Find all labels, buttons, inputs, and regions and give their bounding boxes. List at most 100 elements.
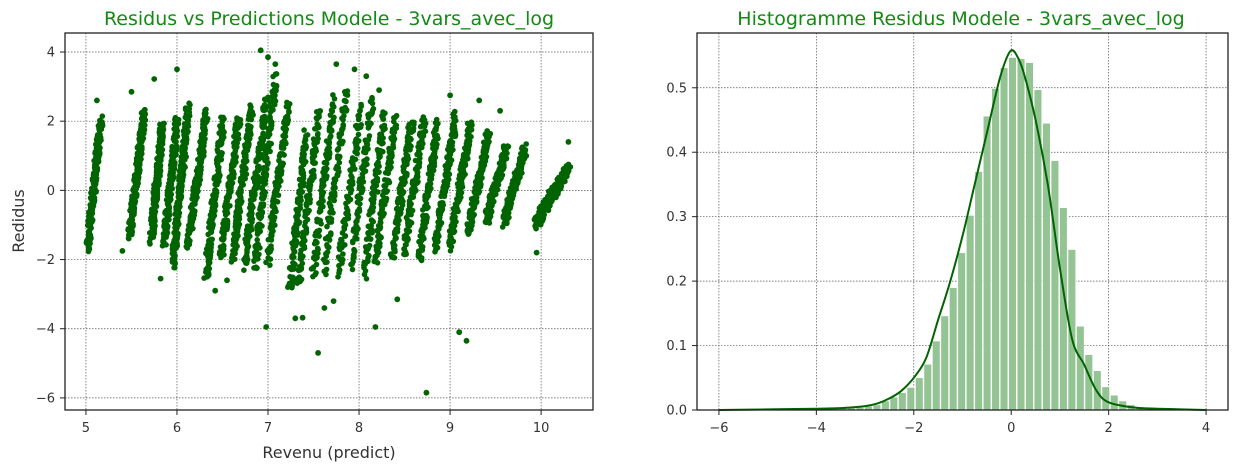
scatter-point	[174, 200, 180, 207]
scatter-point	[336, 168, 342, 175]
scatter-point	[373, 243, 380, 250]
scatter-point	[293, 239, 299, 245]
scatter-point	[183, 137, 190, 144]
scatter-point	[294, 232, 301, 238]
scatter-point	[258, 145, 264, 151]
scatter-point	[476, 97, 483, 104]
scatter-point	[187, 213, 194, 219]
histogram-bar	[999, 67, 1009, 411]
scatter-point	[483, 153, 490, 160]
scatter-point	[296, 190, 302, 196]
scatter-point	[294, 280, 301, 287]
kde-curve	[718, 49, 1207, 411]
histogram-bar	[991, 88, 1000, 411]
scatter-point	[296, 206, 302, 212]
scatter-point	[284, 119, 291, 126]
scatter-point	[151, 76, 158, 82]
scatter-point	[339, 239, 345, 246]
scatter-point	[358, 176, 365, 183]
scatter-point	[368, 227, 374, 234]
scatter-point	[268, 140, 275, 147]
scatter-y-tick-label: −6	[36, 391, 55, 406]
scatter-point	[203, 269, 209, 275]
scatter-point	[313, 270, 319, 276]
scatter-point	[126, 218, 133, 224]
scatter-point	[186, 224, 193, 231]
scatter-point	[416, 159, 423, 166]
scatter-point	[216, 130, 222, 136]
scatter-point	[97, 131, 103, 138]
scatter-point	[463, 337, 470, 344]
scatter-point	[242, 157, 249, 164]
scatter-point	[241, 267, 247, 274]
scatter-point	[403, 151, 409, 157]
histogram-x-tick-label: −2	[904, 421, 923, 436]
scatter-point	[278, 178, 284, 184]
scatter-point	[384, 177, 391, 183]
scatter-point	[272, 197, 278, 204]
scatter-point	[446, 153, 453, 159]
histogram-x-tick-label: 0	[1007, 421, 1015, 436]
histogram-y-tick-label: 0.3	[666, 210, 687, 225]
scatter-point	[336, 270, 342, 276]
scatter-point	[375, 189, 381, 195]
scatter-point	[367, 236, 374, 242]
scatter-point	[125, 235, 132, 241]
scatter-point	[439, 200, 446, 206]
scatter-point	[187, 238, 193, 244]
scatter-point	[314, 229, 321, 235]
scatter-point	[202, 107, 208, 114]
scatter-point	[220, 114, 226, 121]
scatter-point	[299, 314, 306, 321]
scatter-point	[356, 113, 363, 119]
scatter-point	[310, 254, 317, 261]
scatter-point	[380, 116, 387, 122]
scatter-point	[258, 201, 265, 207]
scatter-point	[502, 144, 508, 151]
scatter-point	[392, 236, 399, 242]
scatter-point	[374, 166, 380, 172]
scatter-point	[355, 193, 361, 199]
scatter-point	[201, 113, 208, 119]
scatter-point	[315, 130, 321, 137]
scatter-point	[306, 178, 313, 185]
scatter-point	[183, 154, 189, 160]
scatter-point	[209, 224, 216, 231]
scatter-point	[259, 223, 265, 229]
scatter-point	[419, 137, 425, 144]
scatter-y-tick-label: −2	[36, 253, 55, 268]
scatter-point	[325, 145, 331, 152]
scatter-point	[342, 89, 348, 95]
scatter-point	[317, 108, 323, 115]
scatter-point	[394, 296, 401, 303]
scatter-point	[375, 159, 381, 165]
scatter-point	[323, 266, 330, 273]
scatter-point	[406, 205, 413, 212]
histogram-bar	[889, 396, 898, 411]
scatter-title: Residus vs Predictions Modele - 3vars_av…	[104, 8, 554, 30]
scatter-point	[361, 146, 368, 152]
scatter-point	[301, 127, 307, 133]
scatter-point	[403, 241, 409, 248]
scatter-point	[346, 179, 353, 185]
scatter-point	[520, 151, 526, 158]
scatter-point	[256, 164, 262, 170]
scatter-point	[265, 54, 271, 61]
scatter-point	[304, 132, 311, 138]
scatter-point	[313, 148, 320, 154]
scatter-point	[355, 214, 362, 220]
scatter-point	[247, 102, 253, 108]
scatter-point	[327, 134, 333, 141]
scatter-point	[298, 247, 304, 254]
scatter-point	[341, 226, 348, 232]
scatter-point	[280, 125, 287, 131]
scatter-point	[172, 122, 179, 128]
scatter-point	[426, 181, 433, 187]
scatter-point	[430, 167, 437, 174]
scatter-point	[142, 106, 148, 113]
scatter-point	[356, 206, 363, 212]
scatter-point	[370, 204, 377, 211]
scatter-point	[237, 117, 244, 123]
scatter-point	[391, 248, 398, 254]
scatter-point	[173, 143, 180, 149]
